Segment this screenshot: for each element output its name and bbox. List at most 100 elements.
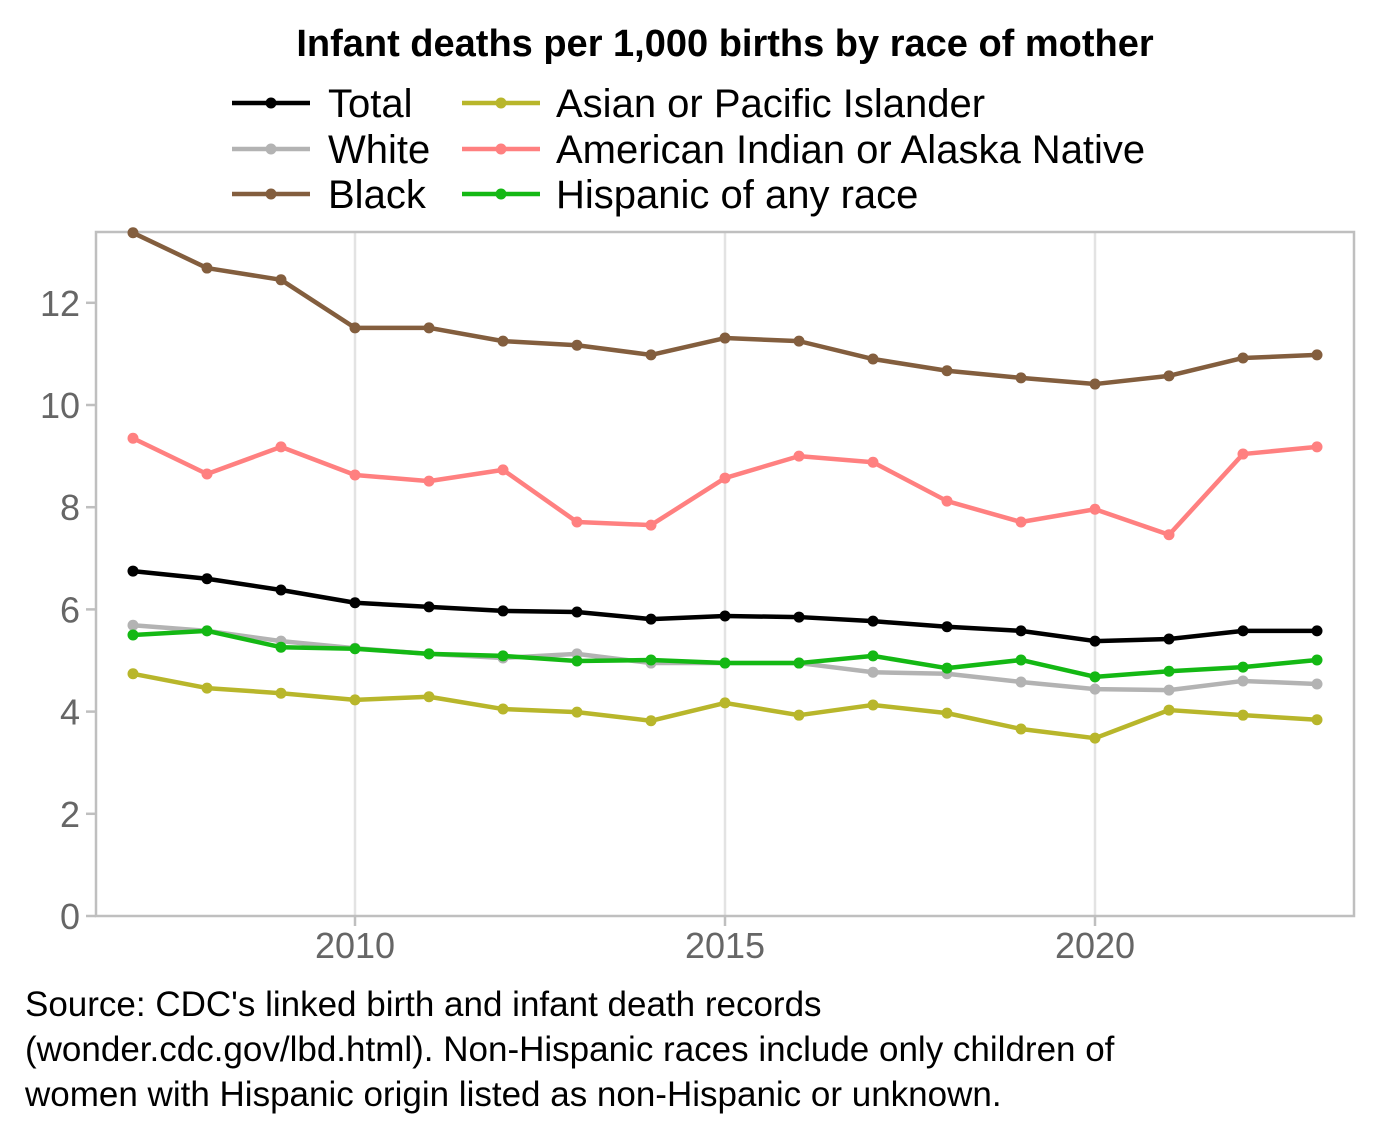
x-axis: 2010 2015 2020 [315, 916, 1135, 966]
data-point-hispanic-of-any-race-2017 [867, 650, 879, 662]
data-point-american-indian-or-alaska-native-2020 [1089, 503, 1101, 515]
legend-label: White [328, 128, 430, 172]
y-tick-label-10: 10 [40, 385, 80, 426]
data-point-total-2020 [1089, 635, 1101, 647]
data-point-american-indian-or-alaska-native-2016 [793, 450, 805, 462]
chart-title: Infant deaths per 1,000 births by race o… [296, 23, 1154, 65]
series-group [127, 227, 1323, 744]
data-point-total-2015 [719, 610, 731, 622]
legend-label: American Indian or Alaska Native [556, 128, 1145, 172]
data-point-asian-or-pacific-islander-2014 [645, 715, 657, 727]
data-point-white-2023 [1311, 678, 1323, 690]
data-point-asian-or-pacific-islander-2008 [201, 682, 213, 694]
data-point-hispanic-of-any-race-2022 [1237, 661, 1249, 673]
data-point-hispanic-of-any-race-2011 [423, 648, 435, 660]
y-tick-label-6: 6 [60, 589, 80, 630]
legend-swatch-point [495, 97, 507, 109]
legend-swatch-point [265, 97, 277, 109]
data-point-american-indian-or-alaska-native-2009 [275, 441, 287, 453]
data-point-total-2014 [645, 613, 657, 625]
y-tick-label-2: 2 [60, 794, 80, 835]
data-point-black-2010 [349, 322, 361, 334]
data-point-black-2013 [571, 339, 583, 351]
data-point-hispanic-of-any-race-2023 [1311, 654, 1323, 666]
data-point-hispanic-of-any-race-2008 [201, 625, 213, 637]
data-point-total-2008 [201, 573, 213, 585]
data-point-total-2022 [1237, 625, 1249, 637]
data-point-hispanic-of-any-race-2018 [941, 662, 953, 674]
data-point-hispanic-of-any-race-2007 [127, 629, 139, 641]
data-point-black-2019 [1015, 372, 1027, 384]
series-total [127, 565, 1323, 647]
data-point-white-2022 [1237, 675, 1249, 687]
series-black [127, 227, 1323, 390]
data-point-asian-or-pacific-islander-2022 [1237, 709, 1249, 721]
data-point-total-2009 [275, 584, 287, 596]
data-point-black-2016 [793, 335, 805, 347]
legend-swatch-point [495, 143, 507, 155]
legend-label: Asian or Pacific Islander [556, 82, 985, 126]
data-point-asian-or-pacific-islander-2020 [1089, 732, 1101, 744]
gridlines [353, 232, 1097, 916]
legend-label: Hispanic of any race [556, 173, 918, 217]
data-point-american-indian-or-alaska-native-2017 [867, 456, 879, 468]
data-point-black-2017 [867, 353, 879, 365]
data-point-total-2023 [1311, 625, 1323, 637]
data-point-hispanic-of-any-race-2013 [571, 655, 583, 667]
data-point-asian-or-pacific-islander-2011 [423, 691, 435, 703]
data-point-american-indian-or-alaska-native-2014 [645, 519, 657, 531]
data-point-asian-or-pacific-islander-2019 [1015, 723, 1027, 735]
data-point-white-2007 [127, 619, 139, 631]
legend-label: Black [328, 173, 427, 217]
data-point-white-2017 [867, 666, 879, 678]
data-point-asian-or-pacific-islander-2007 [127, 668, 139, 680]
y-tick-label-4: 4 [60, 692, 80, 733]
x-tick-label-2010: 2010 [315, 925, 395, 966]
y-axis: 0 2 4 6 8 10 12 [40, 283, 96, 937]
data-point-black-2015 [719, 332, 731, 344]
data-point-asian-or-pacific-islander-2021 [1163, 704, 1175, 716]
legend-item-white: White [232, 128, 430, 172]
data-point-hispanic-of-any-race-2021 [1163, 665, 1175, 677]
data-point-hispanic-of-any-race-2014 [645, 654, 657, 666]
data-point-american-indian-or-alaska-native-2022 [1237, 448, 1249, 460]
data-point-hispanic-of-any-race-2019 [1015, 654, 1027, 666]
y-tick-label-12: 12 [40, 283, 80, 324]
legend-swatch-point [265, 143, 277, 155]
series-american-indian-or-alaska-native [127, 432, 1323, 541]
data-point-asian-or-pacific-islander-2012 [497, 703, 509, 715]
data-point-asian-or-pacific-islander-2013 [571, 706, 583, 718]
data-point-total-2021 [1163, 633, 1175, 645]
data-point-american-indian-or-alaska-native-2021 [1163, 529, 1175, 541]
data-point-hispanic-of-any-race-2016 [793, 657, 805, 669]
data-point-black-2012 [497, 335, 509, 347]
data-point-total-2010 [349, 597, 361, 609]
data-point-total-2017 [867, 615, 879, 627]
data-point-total-2007 [127, 565, 139, 577]
series-asian-or-pacific-islander [127, 668, 1323, 744]
data-point-hispanic-of-any-race-2012 [497, 650, 509, 662]
data-point-black-2008 [201, 262, 213, 274]
data-point-black-2014 [645, 349, 657, 361]
data-point-american-indian-or-alaska-native-2010 [349, 469, 361, 481]
data-point-american-indian-or-alaska-native-2007 [127, 432, 139, 444]
source-caption: Source: CDC's linked birth and infant de… [25, 982, 1365, 1117]
legend-label: Total [328, 82, 413, 126]
data-point-american-indian-or-alaska-native-2015 [719, 472, 731, 484]
legend-item-asian-or-pacific-islander: Asian or Pacific Islander [462, 82, 985, 126]
series-hispanic-of-any-race [127, 625, 1323, 683]
data-point-total-2012 [497, 605, 509, 617]
data-point-black-2023 [1311, 349, 1323, 361]
data-point-black-2021 [1163, 370, 1175, 382]
caption-line-3: women with Hispanic origin listed as non… [25, 1075, 1002, 1114]
data-point-white-2020 [1089, 683, 1101, 695]
data-point-total-2011 [423, 601, 435, 613]
data-point-black-2020 [1089, 378, 1101, 390]
data-point-asian-or-pacific-islander-2010 [349, 694, 361, 706]
x-tick-label-2020: 2020 [1055, 925, 1135, 966]
caption-line-1: Source: CDC's linked birth and infant de… [25, 985, 822, 1024]
data-point-hispanic-of-any-race-2015 [719, 657, 731, 669]
legend-swatch-point [265, 188, 277, 200]
data-point-asian-or-pacific-islander-2018 [941, 707, 953, 719]
legend-item-black: Black [232, 173, 427, 217]
